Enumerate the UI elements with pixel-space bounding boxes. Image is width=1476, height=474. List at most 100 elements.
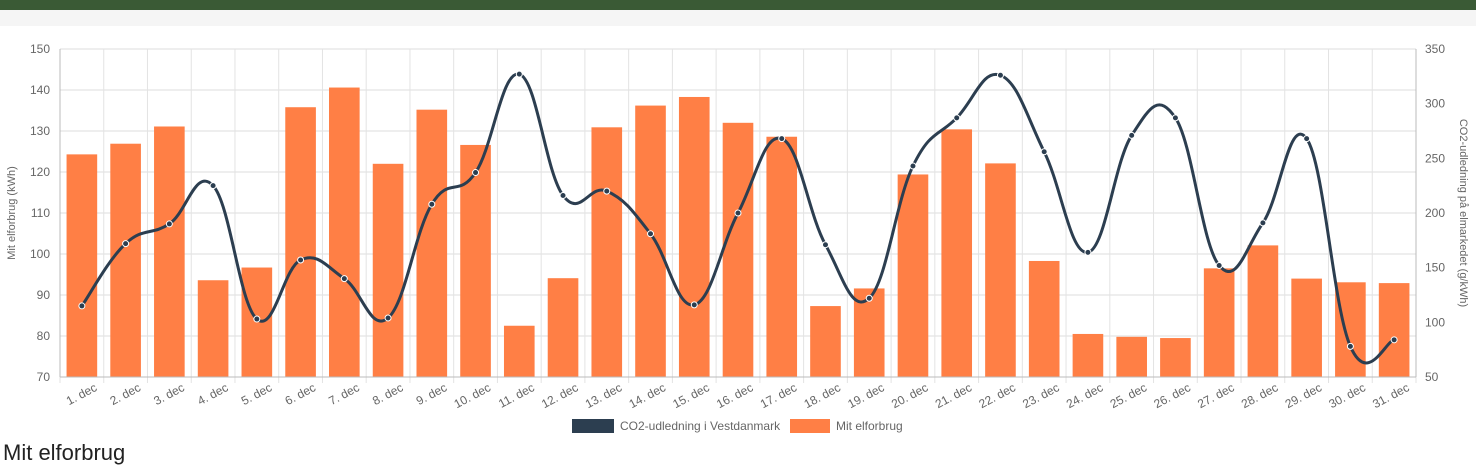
x-tick-label: 24. dec bbox=[1064, 380, 1105, 411]
left-tick-label: 70 bbox=[37, 370, 51, 384]
consumption-bar bbox=[154, 126, 185, 378]
co2-point bbox=[996, 71, 1004, 79]
co2-line bbox=[80, 72, 1395, 365]
consumption-bar bbox=[197, 280, 229, 377]
consumption-bars bbox=[66, 87, 1410, 378]
co2-point bbox=[909, 162, 917, 170]
left-tick-label: 100 bbox=[30, 247, 50, 261]
x-tick-label: 5. dec bbox=[239, 380, 274, 408]
right-axis-title: CO2-udledning på elmarkedet (g/kWh) bbox=[1457, 119, 1469, 307]
co2-point bbox=[1259, 219, 1267, 227]
x-tick-label: 11. dec bbox=[496, 380, 537, 410]
left-tick-label: 150 bbox=[30, 42, 50, 56]
x-tick-label: 15. dec bbox=[670, 380, 711, 411]
co2-point bbox=[253, 315, 261, 323]
x-tick-label: 22. dec bbox=[977, 380, 1018, 411]
left-tick-label: 130 bbox=[30, 124, 50, 138]
co2-point bbox=[1346, 342, 1354, 350]
co2-point bbox=[1171, 114, 1179, 122]
consumption-bar bbox=[722, 122, 754, 377]
x-tick-label: 9. dec bbox=[414, 380, 449, 408]
left-axis-title: Mit elforbrug (kWh) bbox=[6, 166, 18, 260]
co2-point bbox=[647, 230, 655, 238]
consumption-bar bbox=[1247, 245, 1279, 377]
x-tick-label: 8. dec bbox=[370, 380, 405, 408]
legend-swatch-co2 bbox=[572, 419, 614, 433]
consumption-bar bbox=[635, 105, 666, 377]
consumption-bar bbox=[1072, 333, 1104, 377]
consumption-bar bbox=[985, 163, 1016, 377]
legend-label-co2: CO2-udledning i Vestdanmark bbox=[620, 419, 781, 433]
consumption-bar bbox=[1203, 268, 1235, 377]
consumption-bar bbox=[547, 278, 579, 377]
x-tick-label: 28. dec bbox=[1239, 380, 1280, 411]
consumption-bar bbox=[1116, 336, 1147, 377]
legend-item-consumption[interactable]: Mit elforbrug bbox=[790, 419, 903, 433]
right-tick-label: 350 bbox=[1425, 42, 1445, 56]
co2-point bbox=[865, 294, 873, 302]
x-tick-label: 14. dec bbox=[627, 380, 668, 411]
right-tick-label: 100 bbox=[1425, 315, 1445, 329]
left-tick-label: 90 bbox=[37, 288, 51, 302]
co2-point bbox=[1040, 148, 1048, 156]
co2-point bbox=[515, 70, 523, 78]
legend-item-co2[interactable]: CO2-udledning i Vestdanmark bbox=[572, 419, 781, 433]
consumption-bar bbox=[591, 127, 623, 377]
co2-point bbox=[1215, 261, 1223, 269]
x-tick-label: 29. dec bbox=[1283, 380, 1324, 411]
consumption-bar bbox=[941, 129, 973, 377]
x-tick-label: 21. dec bbox=[933, 380, 974, 411]
co2-point bbox=[165, 220, 173, 228]
sub-header-strip bbox=[0, 10, 1476, 26]
co2-point bbox=[1390, 336, 1398, 344]
legend-swatch-consumption bbox=[790, 419, 830, 433]
x-tick-label: 6. dec bbox=[283, 380, 318, 408]
consumption-bar bbox=[285, 107, 316, 377]
left-tick-label: 110 bbox=[31, 206, 50, 220]
x-tick-label: 16. dec bbox=[714, 380, 755, 411]
consumption-bar bbox=[416, 109, 448, 378]
left-tick-label: 120 bbox=[30, 165, 50, 179]
co2-point bbox=[78, 302, 86, 310]
x-tick-label: 30. dec bbox=[1326, 380, 1367, 411]
x-tick-label: 3. dec bbox=[151, 380, 186, 408]
consumption-bar bbox=[897, 174, 929, 377]
consumption-bar bbox=[1291, 278, 1322, 377]
co2-point bbox=[1128, 131, 1136, 139]
x-tick-label: 23. dec bbox=[1020, 380, 1061, 411]
legend-label-consumption: Mit elforbrug bbox=[836, 419, 903, 433]
consumption-bar bbox=[66, 154, 98, 377]
co2-point bbox=[1084, 248, 1092, 256]
consumption-bar bbox=[110, 143, 141, 377]
x-tick-label: 10. dec bbox=[452, 380, 493, 411]
co2-point bbox=[778, 135, 786, 143]
co2-point bbox=[209, 182, 217, 190]
co2-point bbox=[122, 240, 130, 248]
right-tick-label: 250 bbox=[1425, 151, 1445, 165]
x-tick-label: 18. dec bbox=[802, 380, 843, 411]
consumption-bar bbox=[372, 163, 404, 377]
x-tick-label: 13. dec bbox=[583, 380, 624, 411]
consumption-bar bbox=[329, 87, 360, 377]
legend: CO2-udledning i Vestdanmark Mit elforbru… bbox=[572, 419, 903, 433]
consumption-bar bbox=[678, 96, 710, 377]
consumption-co2-chart: 70 80 90 100 110 120 130 140 150 50 100 150 200 250 30… bbox=[6, 42, 1469, 433]
co2-point bbox=[559, 192, 567, 200]
co2-point bbox=[734, 209, 742, 217]
co2-point bbox=[472, 169, 480, 177]
co2-point bbox=[821, 241, 829, 249]
x-tick-label: 25. dec bbox=[1108, 380, 1149, 411]
x-tick-label: 12. dec bbox=[539, 380, 580, 411]
right-tick-label: 150 bbox=[1425, 261, 1445, 275]
consumption-bar bbox=[766, 136, 798, 377]
x-tick-label: 20. dec bbox=[889, 380, 930, 411]
top-navigation-bar bbox=[0, 0, 1476, 10]
consumption-bar bbox=[1378, 283, 1410, 377]
section-title: Mit elforbrug bbox=[3, 440, 126, 465]
x-tick-label: 26. dec bbox=[1151, 380, 1192, 411]
co2-line-series bbox=[78, 70, 1398, 365]
left-tick-label: 80 bbox=[37, 329, 51, 343]
consumption-bar bbox=[1160, 338, 1191, 377]
co2-point bbox=[340, 275, 348, 283]
co2-point bbox=[603, 187, 611, 195]
